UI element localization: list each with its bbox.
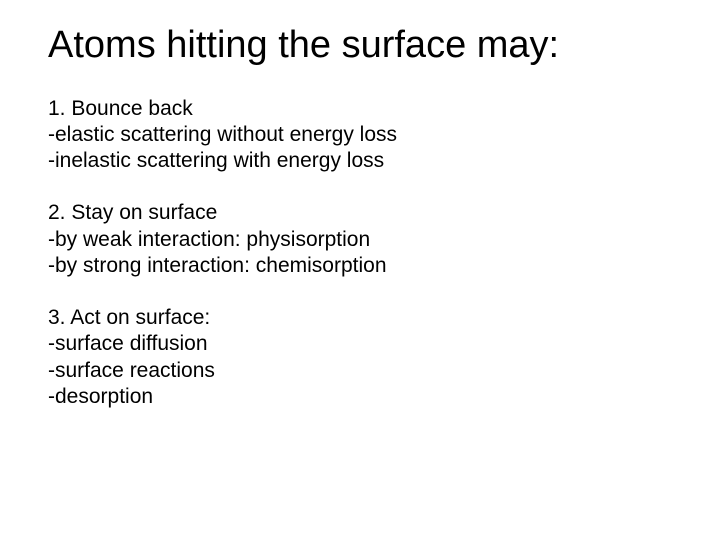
- section-item: -by strong interaction: chemisorption: [48, 253, 672, 279]
- section-3: 3. Act on surface: -surface diffusion -s…: [48, 305, 672, 410]
- section-item: -surface reactions: [48, 358, 672, 384]
- slide: Atoms hitting the surface may: 1. Bounce…: [0, 0, 720, 540]
- section-heading: 1. Bounce back: [48, 96, 672, 122]
- slide-title: Atoms hitting the surface may:: [48, 24, 672, 68]
- section-2: 2. Stay on surface -by weak interaction:…: [48, 200, 672, 279]
- section-1: 1. Bounce back -elastic scattering witho…: [48, 96, 672, 175]
- section-item: -desorption: [48, 384, 672, 410]
- section-item: -surface diffusion: [48, 331, 672, 357]
- section-item: -inelastic scattering with energy loss: [48, 148, 672, 174]
- section-heading: 3. Act on surface:: [48, 305, 672, 331]
- section-item: -by weak interaction: physisorption: [48, 227, 672, 253]
- section-item: -elastic scattering without energy loss: [48, 122, 672, 148]
- section-heading: 2. Stay on surface: [48, 200, 672, 226]
